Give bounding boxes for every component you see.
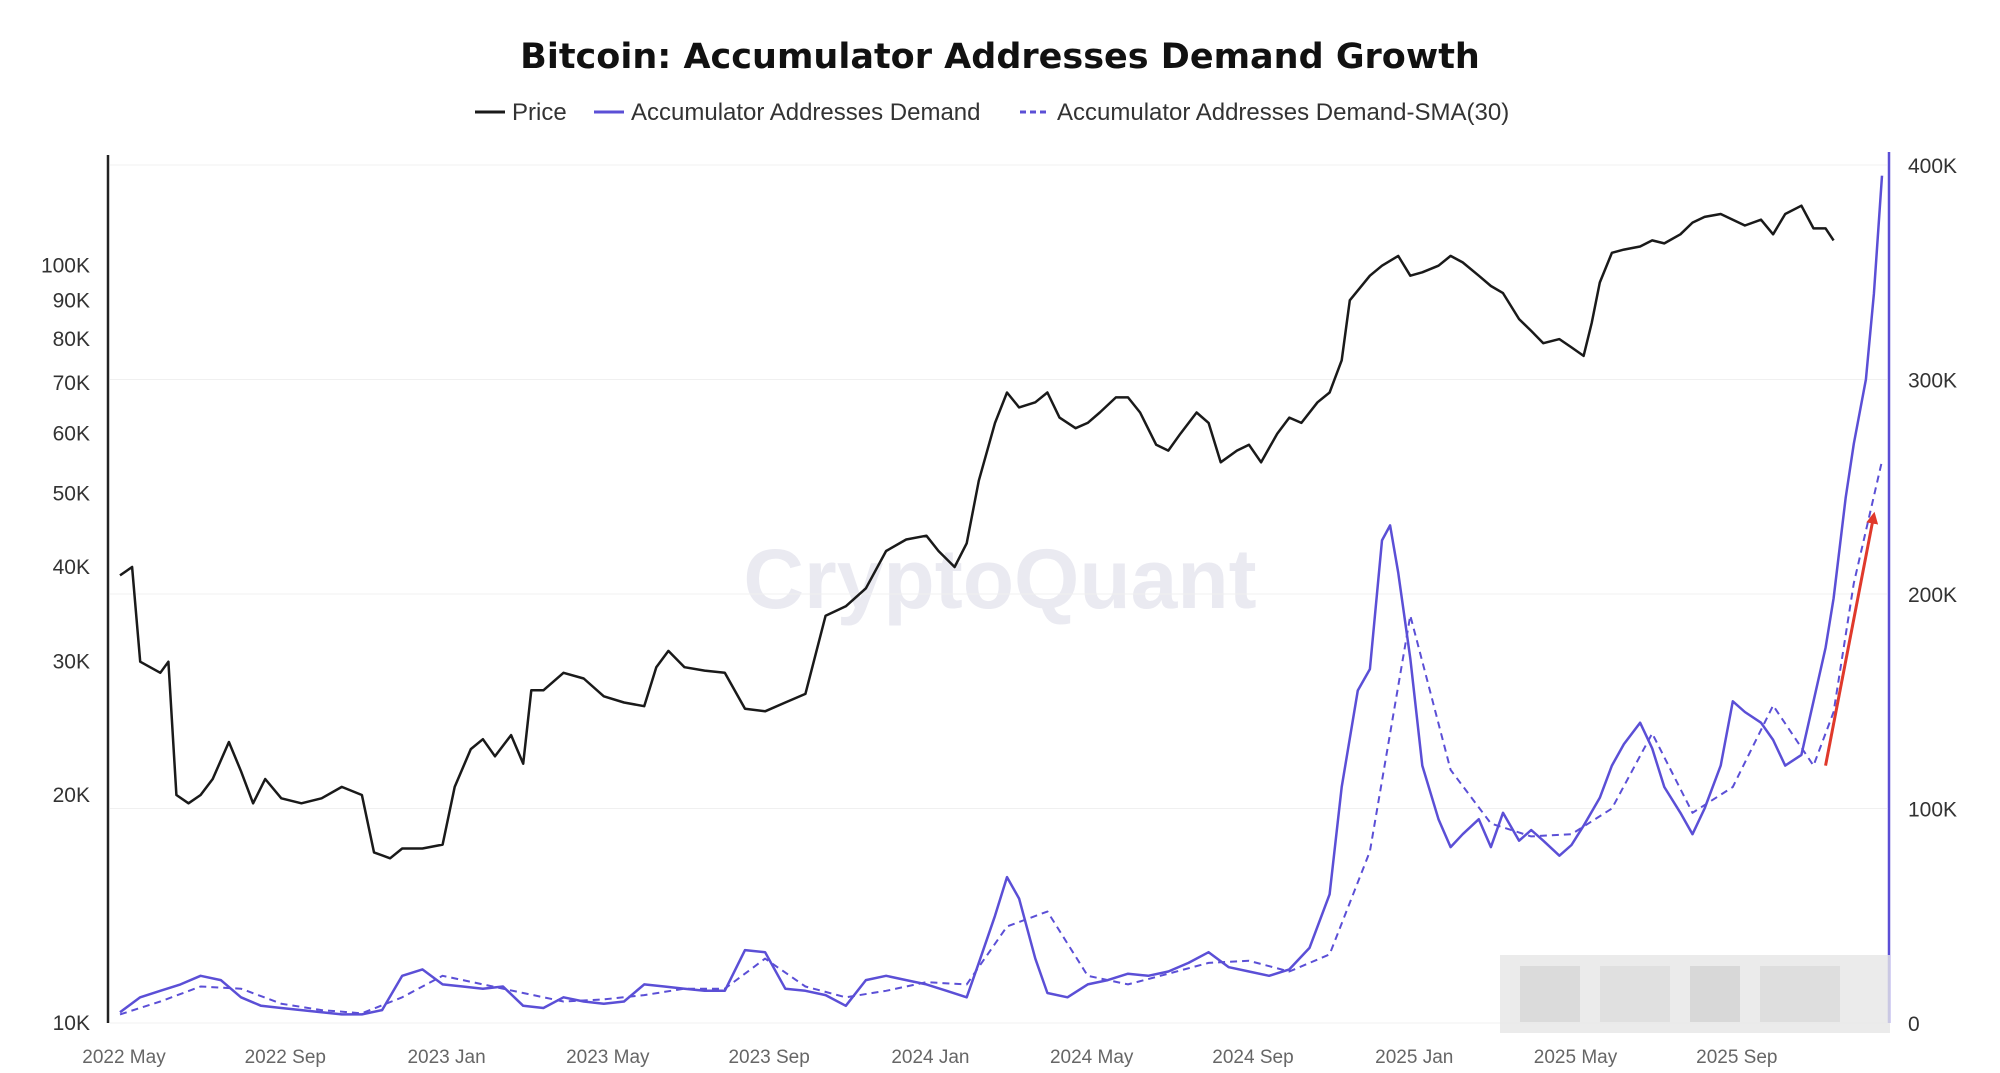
trend-arrow [1824,511,1879,766]
legend-item: Price [475,99,567,126]
x-tick-label: 2024 Sep [1212,1047,1293,1068]
x-tick-label: 2025 Jan [1375,1047,1453,1068]
y-left-tick-label: 70K [53,372,90,395]
y-left-tick-label: 50K [53,483,90,506]
demand-line [119,175,1884,1016]
x-tick-label: 2025 May [1534,1047,1618,1068]
watermark-blur-patch [1500,955,1890,1033]
demand-sma-line [119,460,1883,1016]
price-line [119,204,1835,860]
x-tick-label: 2025 Sep [1696,1047,1777,1068]
legend-item: Accumulator Addresses Demand [594,99,981,126]
x-tick-label: 2023 Jan [407,1047,485,1068]
legend-label: Accumulator Addresses Demand-SMA(30) [1057,99,1509,126]
chart-title: Bitcoin: Accumulator Addresses Demand Gr… [520,37,1480,77]
x-tick-label: 2023 May [566,1047,650,1068]
x-axis: 2022 May 2022 Sep 2023 Jan 2023 May 2023 Sep… [82,1047,1777,1068]
y-right-tick-label: 100K [1908,799,1957,822]
y-right-tick-label: 200K [1908,584,1957,607]
x-tick-label: 2023 Sep [728,1047,809,1068]
legend-label: Accumulator Addresses Demand [631,99,981,126]
x-tick-label: 2024 May [1050,1047,1134,1068]
y-left-tick-label: 60K [53,423,90,446]
y-left-tick-label: 80K [53,328,90,351]
grid [110,164,1887,1024]
x-tick-label: 2024 Jan [891,1047,969,1068]
annotation-layer [1824,511,1879,766]
y-left-tick-label: 20K [53,784,90,807]
x-tick-label: 2022 May [82,1047,166,1068]
x-tick-label: 2022 Sep [245,1047,326,1068]
y-left-tick-label: 10K [53,1012,90,1035]
y-right-axis: 0 100K 200K 300K 400K [1908,155,1957,1036]
series-layer [119,175,1884,1016]
legend: Price Accumulator Addresses Demand Accumul… [475,99,1509,126]
y-right-tick-label: 400K [1908,155,1957,178]
y-left-tick-label: 30K [53,651,90,674]
y-right-tick-label: 300K [1908,370,1957,393]
legend-label: Price [512,99,567,126]
y-left-tick-label: 40K [53,556,90,579]
legend-item: Accumulator Addresses Demand-SMA(30) [1020,99,1509,126]
watermark: CryptoQuant [743,532,1256,626]
y-right-tick-label: 0 [1908,1013,1920,1036]
y-left-tick-label: 100K [41,255,90,278]
y-left-tick-label: 90K [53,289,90,312]
y-left-axis: 10K 20K 30K 40K 50K 60K 70K 80K 90K 100K [41,255,90,1035]
